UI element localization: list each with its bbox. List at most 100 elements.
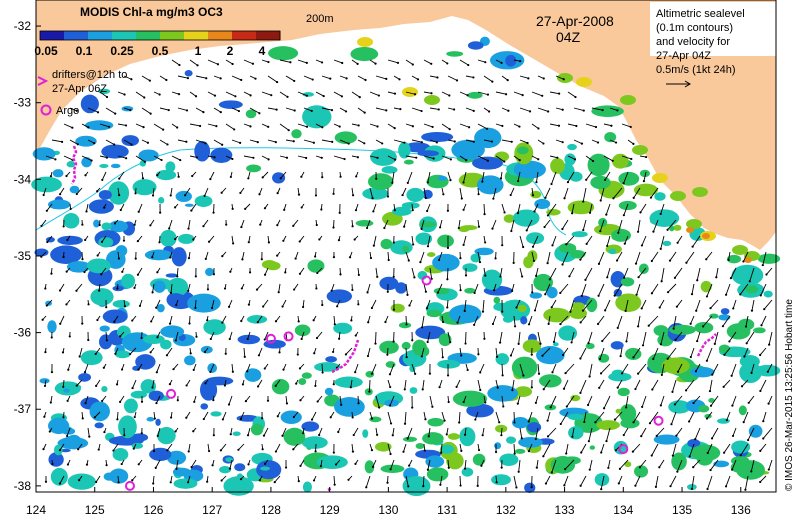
velocity-arrow-head bbox=[559, 291, 562, 295]
velocity-arrow-head bbox=[573, 158, 577, 161]
chl-patch bbox=[392, 206, 412, 216]
velocity-arrow bbox=[637, 363, 647, 374]
chl-patch bbox=[381, 165, 398, 174]
velocity-arrow-head bbox=[750, 309, 754, 312]
velocity-arrow-head bbox=[651, 388, 654, 391]
chl-patch bbox=[617, 387, 630, 397]
velocity-arrow-head bbox=[189, 352, 192, 355]
velocity-arrow-head bbox=[337, 238, 341, 242]
velocity-arrow-head bbox=[740, 385, 744, 388]
velocity-arrow bbox=[560, 411, 569, 425]
chl-patch bbox=[115, 350, 131, 359]
velocity-arrow bbox=[671, 411, 677, 425]
velocity-arrow-head bbox=[669, 485, 672, 488]
velocity-arrow-head bbox=[369, 256, 373, 260]
velocity-arrow-head bbox=[485, 127, 489, 130]
altimetry-line: 27-Apr 04Z bbox=[656, 50, 711, 62]
velocity-arrow bbox=[447, 459, 450, 468]
velocity-arrow-head bbox=[113, 143, 116, 146]
velocity-arrow-head bbox=[723, 451, 726, 454]
velocity-arrow bbox=[257, 315, 263, 323]
chl-patch bbox=[244, 368, 262, 382]
velocity-arrow-head bbox=[710, 437, 714, 440]
velocity-arrow-head bbox=[143, 96, 146, 99]
velocity-arrow-head bbox=[510, 140, 513, 143]
velocity-arrow-head bbox=[202, 225, 205, 228]
velocity-arrow-head bbox=[195, 156, 199, 159]
velocity-arrow bbox=[483, 139, 492, 142]
velocity-arrow bbox=[706, 347, 713, 361]
velocity-arrow-head bbox=[438, 226, 442, 229]
velocity-arrow-head bbox=[522, 374, 525, 377]
velocity-arrow bbox=[531, 91, 543, 97]
velocity-arrow-head bbox=[270, 94, 273, 97]
velocity-arrow-head bbox=[278, 351, 281, 354]
velocity-arrow bbox=[279, 155, 288, 159]
velocity-arrow bbox=[229, 459, 233, 469]
chl-patch bbox=[720, 308, 730, 315]
velocity-arrow-head bbox=[155, 401, 158, 405]
velocity-arrow-head bbox=[518, 158, 521, 162]
velocity-arrow-head bbox=[596, 141, 600, 144]
velocity-arrow bbox=[473, 315, 479, 326]
chl-patch bbox=[380, 464, 405, 473]
velocity-arrow bbox=[243, 123, 251, 127]
velocity-arrow-head bbox=[299, 464, 302, 467]
velocity-arrow bbox=[499, 267, 503, 277]
velocity-arrow bbox=[262, 299, 269, 307]
velocity-arrow-head bbox=[696, 339, 699, 343]
velocity-arrow bbox=[761, 315, 767, 326]
velocity-arrow-head bbox=[685, 261, 688, 264]
chl-patch bbox=[481, 269, 503, 290]
velocity-arrow bbox=[213, 107, 222, 113]
velocity-arrow-head bbox=[300, 206, 303, 209]
velocity-arrow bbox=[627, 139, 634, 145]
velocity-arrow-head bbox=[439, 483, 442, 486]
chl-patch bbox=[302, 481, 312, 493]
chl-patch bbox=[536, 345, 565, 365]
velocity-arrow-head bbox=[614, 141, 618, 144]
velocity-arrow bbox=[263, 427, 269, 436]
velocity-arrow bbox=[177, 107, 188, 111]
chl-patch bbox=[301, 436, 328, 449]
velocity-arrow bbox=[333, 155, 345, 160]
chl-patch bbox=[99, 334, 113, 350]
velocity-arrow-head bbox=[488, 110, 491, 113]
velocity-arrow bbox=[635, 379, 641, 390]
velocity-arrow-head bbox=[486, 159, 489, 162]
velocity-arrow-head bbox=[374, 62, 377, 65]
chl-patch bbox=[564, 153, 576, 166]
velocity-arrow-head bbox=[462, 208, 465, 211]
velocity-arrow bbox=[685, 379, 695, 391]
velocity-arrow-head bbox=[368, 390, 371, 393]
velocity-arrow bbox=[76, 283, 83, 292]
velocity-arrow-head bbox=[580, 451, 583, 454]
velocity-arrow-head bbox=[548, 278, 551, 281]
velocity-arrow-head bbox=[525, 229, 528, 232]
chl-patch bbox=[576, 77, 592, 87]
velocity-arrow-head bbox=[571, 435, 574, 438]
velocity-arrow-head bbox=[281, 434, 284, 437]
velocity-arrow-head bbox=[413, 93, 417, 96]
velocity-arrow-head bbox=[542, 388, 545, 391]
velocity-arrow bbox=[189, 123, 201, 127]
chl-patch bbox=[568, 426, 584, 440]
velocity-arrow-head bbox=[725, 419, 728, 422]
velocity-arrow bbox=[501, 107, 509, 112]
velocity-arrow bbox=[292, 443, 299, 450]
velocity-arrow-head bbox=[479, 371, 482, 374]
velocity-arrow bbox=[547, 411, 551, 421]
velocity-arrow-head bbox=[66, 463, 70, 466]
velocity-arrow bbox=[535, 427, 539, 440]
velocity-arrow-head bbox=[255, 288, 259, 291]
velocity-arrow bbox=[85, 395, 89, 404]
velocity-arrow bbox=[441, 123, 450, 130]
velocity-arrow-head bbox=[231, 157, 234, 161]
velocity-arrow-head bbox=[549, 406, 552, 409]
velocity-arrow-head bbox=[492, 289, 496, 292]
velocity-arrow-head bbox=[674, 338, 677, 341]
velocity-arrow-head bbox=[347, 478, 350, 481]
velocity-arrow bbox=[535, 267, 539, 276]
velocity-arrow-head bbox=[564, 372, 567, 375]
velocity-arrow-head bbox=[305, 156, 308, 160]
